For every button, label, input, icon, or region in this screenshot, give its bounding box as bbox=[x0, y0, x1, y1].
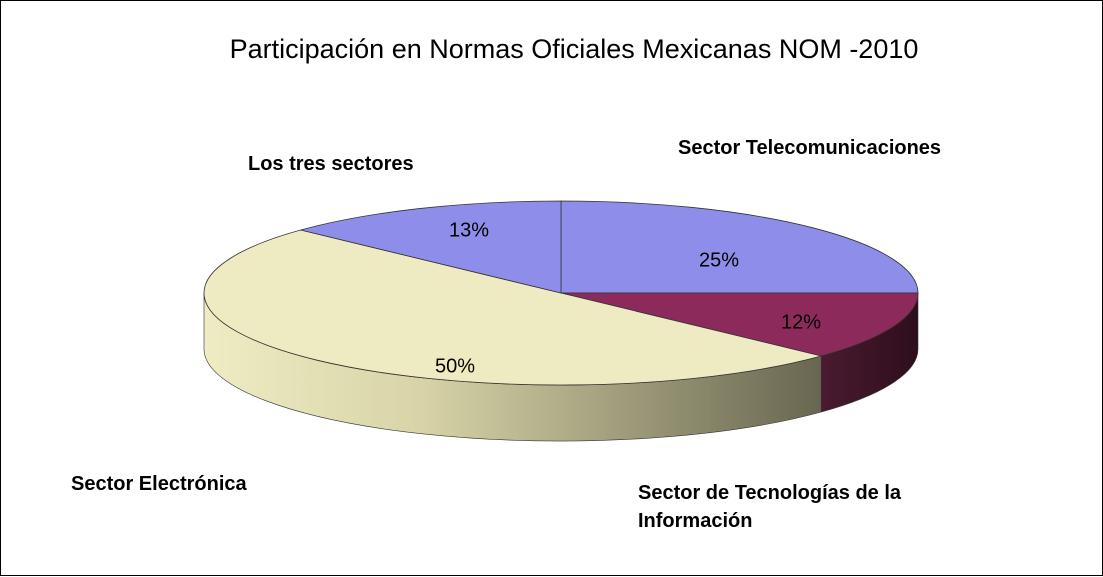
value-label: 12% bbox=[781, 311, 821, 333]
value-label: 50% bbox=[435, 355, 475, 377]
pie-slice bbox=[300, 200, 562, 294]
pie-slice bbox=[560, 200, 919, 294]
category-label: Sector Telecomunicaciones bbox=[678, 137, 942, 159]
chart-title: Participación en Normas Oficiales Mexica… bbox=[230, 34, 919, 64]
value-label: 25% bbox=[699, 249, 739, 271]
category-label: Sector Electrónica bbox=[71, 473, 247, 495]
value-label: 13% bbox=[449, 219, 489, 241]
category-label: Sector de Tecnologías de la Información bbox=[638, 482, 902, 532]
pie-slice bbox=[560, 292, 919, 357]
category-label: Los tres sectores bbox=[248, 153, 414, 175]
pie-slice bbox=[204, 229, 822, 386]
